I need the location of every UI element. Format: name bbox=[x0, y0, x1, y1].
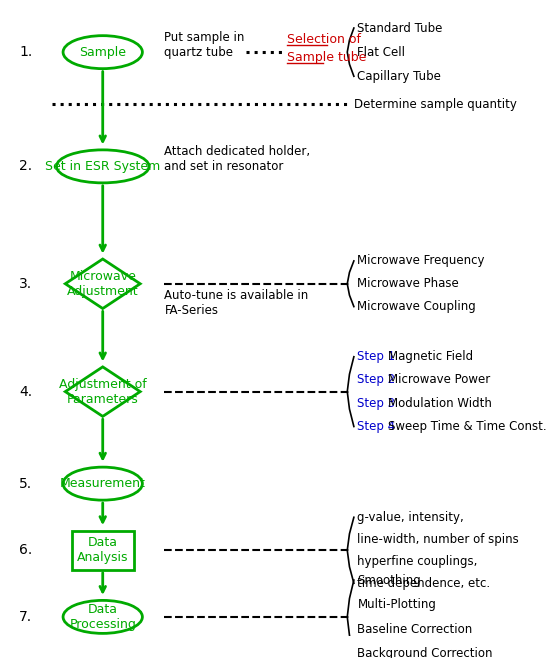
Text: Sweep Time & Time Const.: Sweep Time & Time Const. bbox=[388, 420, 547, 433]
Text: hyperfine couplings,: hyperfine couplings, bbox=[358, 555, 478, 568]
Text: Step 3: Step 3 bbox=[358, 397, 395, 410]
Text: Step 4: Step 4 bbox=[358, 420, 395, 433]
Text: 2.: 2. bbox=[19, 159, 32, 173]
Text: Put sample in
quartz tube: Put sample in quartz tube bbox=[164, 30, 245, 59]
Text: 7.: 7. bbox=[19, 610, 32, 624]
Text: Determine sample quantity: Determine sample quantity bbox=[354, 97, 517, 111]
Text: Baseline Correction: Baseline Correction bbox=[358, 622, 472, 636]
Text: Flat Cell: Flat Cell bbox=[358, 45, 405, 59]
Text: Microwave Frequency: Microwave Frequency bbox=[358, 255, 485, 267]
Text: Step 2: Step 2 bbox=[358, 374, 395, 386]
Text: Background Correction: Background Correction bbox=[358, 647, 493, 658]
Text: Microwave Coupling: Microwave Coupling bbox=[358, 300, 476, 313]
Text: Measurement: Measurement bbox=[60, 477, 146, 490]
Text: Microwave
Adjustment: Microwave Adjustment bbox=[67, 270, 139, 298]
Text: Capillary Tube: Capillary Tube bbox=[358, 70, 441, 83]
Text: Multi-Plotting: Multi-Plotting bbox=[358, 598, 436, 611]
Text: time dependence, etc.: time dependence, etc. bbox=[358, 577, 491, 590]
Text: Standard Tube: Standard Tube bbox=[358, 22, 443, 34]
Text: Step 1: Step 1 bbox=[358, 350, 395, 363]
Text: Microwave Phase: Microwave Phase bbox=[358, 277, 459, 290]
Text: Data
Processing: Data Processing bbox=[69, 603, 136, 631]
Text: Adjustment of
Parameters: Adjustment of Parameters bbox=[59, 378, 147, 405]
Text: Modulation Width: Modulation Width bbox=[388, 397, 492, 410]
Text: Sample tube: Sample tube bbox=[287, 51, 366, 64]
Text: Attach dedicated holder,
and set in resonator: Attach dedicated holder, and set in reso… bbox=[164, 145, 311, 173]
Text: Sample: Sample bbox=[79, 45, 126, 59]
Text: Smoothing: Smoothing bbox=[358, 574, 421, 586]
Text: 5.: 5. bbox=[19, 476, 32, 491]
Text: 1.: 1. bbox=[19, 45, 32, 59]
Text: Selection of: Selection of bbox=[287, 33, 361, 46]
Text: line-width, number of spins: line-width, number of spins bbox=[358, 533, 519, 545]
Text: Microwave Power: Microwave Power bbox=[388, 374, 491, 386]
Text: Magnetic Field: Magnetic Field bbox=[388, 350, 474, 363]
Text: g-value, intensity,: g-value, intensity, bbox=[358, 511, 464, 524]
Text: 4.: 4. bbox=[19, 385, 32, 399]
Text: Auto-tune is available in
FA-Series: Auto-tune is available in FA-Series bbox=[164, 289, 309, 316]
Text: Data
Analysis: Data Analysis bbox=[77, 536, 129, 565]
Text: 6.: 6. bbox=[19, 544, 32, 557]
Text: Set in ESR System: Set in ESR System bbox=[45, 160, 161, 173]
Text: 3.: 3. bbox=[19, 277, 32, 291]
